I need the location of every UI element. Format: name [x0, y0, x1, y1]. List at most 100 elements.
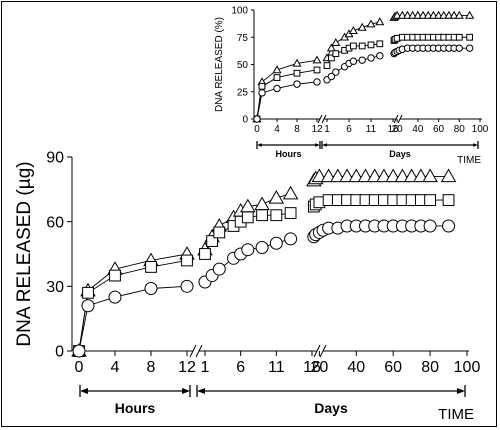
y-tick-label: 25: [237, 87, 249, 98]
x-tick-label: 6: [346, 124, 352, 135]
x-tick-label: 80: [454, 124, 466, 135]
y-tick-label: 0: [242, 115, 248, 126]
axis-break-mark: [317, 114, 323, 124]
axis-break-mark: [393, 114, 399, 124]
axis-break-mark: [313, 344, 321, 358]
data-point-triangle: [444, 10, 454, 19]
data-point-triangle: [357, 22, 367, 31]
arrow-head-left: [257, 143, 262, 147]
data-point-triangle: [348, 26, 358, 34]
data-point-triangle: [403, 168, 420, 183]
data-point-triangle: [376, 168, 392, 183]
y-tick-label: 60: [46, 214, 64, 231]
data-point-triangle: [357, 168, 374, 183]
data-point-triangle: [440, 168, 457, 183]
data-point-triangle: [439, 10, 449, 19]
data-point-circle: [349, 57, 358, 65]
x-tick-label: 100: [472, 124, 489, 135]
data-point-circle: [212, 262, 226, 276]
data-point-triangle: [418, 10, 428, 19]
data-point-square: [376, 40, 384, 48]
data-point-square: [367, 41, 375, 49]
data-point-triangle: [454, 10, 464, 19]
data-point-triangle: [330, 168, 346, 183]
x-tick-label: 6: [236, 359, 245, 376]
x-axis-title: TIME: [457, 155, 481, 166]
data-point-triangle: [312, 55, 322, 64]
data-point-triangle: [348, 168, 365, 183]
data-point-circle: [327, 72, 336, 81]
x-tick-label: 1: [324, 124, 330, 135]
data-point-triangle: [397, 10, 407, 19]
data-point-square: [273, 74, 281, 81]
y-tick-label: 0: [55, 344, 64, 361]
data-point-square: [213, 226, 226, 239]
axis-break-mark: [319, 344, 327, 358]
data-point-circle: [455, 44, 463, 52]
data-point-square: [424, 194, 436, 207]
data-point-triangle: [331, 38, 341, 46]
data-point-square: [358, 42, 366, 50]
x-tick-label: 20: [310, 359, 328, 376]
data-point-square: [332, 50, 340, 57]
data-point-square: [199, 248, 211, 260]
data-point-triangle: [366, 19, 376, 28]
axis-break-mark: [195, 344, 203, 358]
data-point-triangle: [292, 58, 302, 67]
data-point-square: [323, 62, 331, 69]
y-tick-label: 50: [237, 60, 249, 71]
data-point-circle: [313, 78, 321, 86]
arrow-head-right: [457, 388, 465, 394]
data-point-triangle: [423, 10, 433, 19]
data-point-circle: [253, 115, 261, 123]
x-tick-label: 0: [75, 359, 84, 376]
segment-label: Days: [389, 149, 411, 159]
data-point-circle: [293, 80, 301, 88]
data-point-circle: [180, 279, 194, 293]
data-point-square: [328, 54, 335, 62]
data-point-square: [145, 261, 157, 273]
y-axis-title: DNA RELEASED (%): [214, 17, 225, 112]
x-tick-label: 20: [392, 124, 404, 135]
data-point-square: [313, 66, 321, 74]
data-point-triangle: [366, 168, 383, 183]
x-tick-label: 11: [366, 124, 377, 135]
data-point-triangle: [434, 10, 444, 19]
x-tick-label: 8: [147, 359, 156, 376]
arrow-head-right: [315, 143, 320, 147]
x-tick-label: 11: [268, 359, 285, 376]
data-point-square: [442, 194, 455, 207]
data-point-circle: [255, 241, 269, 255]
data-point-circle: [273, 84, 281, 93]
data-point-triangle: [408, 10, 418, 19]
arrow-head-left: [80, 388, 88, 394]
x-tick-label: 40: [412, 124, 424, 135]
data-point-triangle: [320, 168, 337, 183]
data-point-circle: [269, 236, 283, 250]
x-tick-label: 16: [303, 359, 321, 376]
data-point-square: [466, 33, 474, 41]
data-point-square: [109, 269, 121, 282]
data-point-circle: [376, 52, 384, 60]
arrow-head-left: [197, 388, 205, 394]
y-tick-label: 75: [237, 33, 249, 44]
y-tick-label: 100: [231, 6, 248, 17]
x-tick-label: 60: [433, 124, 445, 135]
y-axis-title: DNA RELEASED (µg): [14, 161, 35, 346]
y-tick-label: 90: [46, 150, 64, 167]
segment-label: Hours: [115, 400, 156, 416]
data-point-circle: [258, 89, 266, 97]
data-point-triangle: [268, 190, 285, 204]
data-point-triangle: [326, 43, 336, 52]
data-point-triangle: [449, 10, 459, 19]
segment-label: Hours: [275, 149, 301, 159]
data-point-triangle: [339, 168, 355, 183]
data-point-square: [256, 209, 268, 222]
data-point-triangle: [428, 10, 438, 19]
data-point-triangle: [375, 17, 385, 26]
arrow-head-left: [322, 143, 327, 147]
data-point-circle: [442, 219, 456, 233]
axis-break-mark: [321, 114, 327, 124]
data-point-square: [241, 211, 254, 224]
